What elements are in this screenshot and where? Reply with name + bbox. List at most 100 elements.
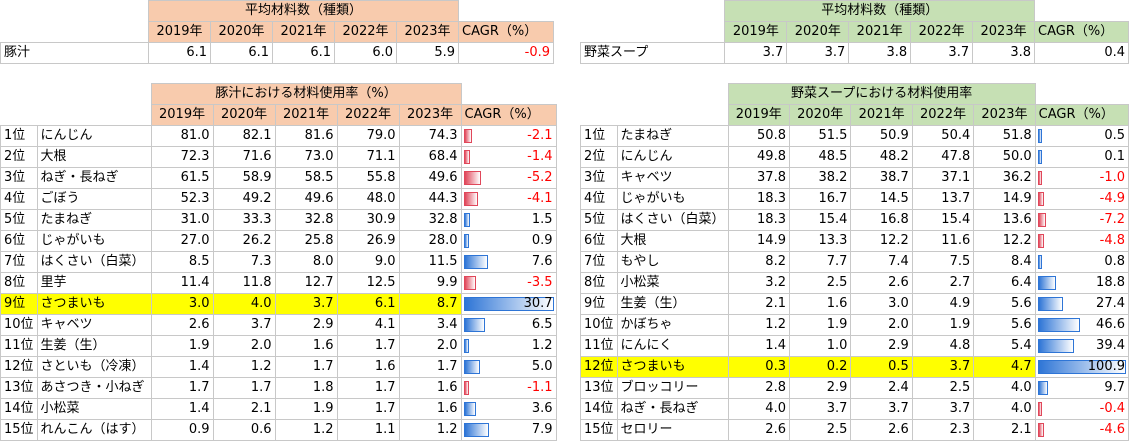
value-cell: 3.7 — [911, 356, 975, 378]
cagr-value: -1.1 — [527, 380, 553, 395]
rank-cell: 7位 — [580, 251, 618, 273]
value-cell: 51.8 — [973, 125, 1036, 147]
ingredient-name: 大根 — [36, 146, 152, 168]
value-cell: 6.1 — [210, 42, 273, 64]
cagr-cell: -3.5 — [460, 272, 557, 294]
ingredient-name: はくさい（白菜） — [36, 251, 152, 273]
cagr-bar — [1037, 129, 1042, 143]
year-header: 2021年 — [848, 21, 912, 43]
value-cell: 2.8 — [727, 377, 790, 399]
value-cell: 0.6 — [212, 419, 276, 441]
value-cell: 73.0 — [274, 146, 338, 168]
cagr-cell: -4.8 — [1034, 230, 1129, 252]
table-row: 5位 はくさい（白菜） 18.3 15.4 16.8 15.4 13.6 -7.2 — [580, 209, 1129, 231]
value-cell: 3.8 — [848, 42, 912, 64]
value-cell: 30.9 — [336, 209, 400, 231]
cagr-value: 100.9 — [1087, 359, 1125, 374]
table-row: 7位 はくさい（白菜） 8.5 7.3 8.0 9.0 11.5 7.6 — [0, 251, 557, 273]
cagr-bar — [463, 402, 476, 416]
rank-cell: 5位 — [0, 209, 38, 231]
ingredient-name: キャベツ — [616, 167, 729, 189]
ingredient-name: セロリー — [616, 419, 729, 441]
table-row: 2位 大根 72.3 71.6 73.0 71.1 68.4 -1.4 — [0, 146, 557, 168]
cagr-value: 3.6 — [531, 401, 553, 416]
cagr-bar — [1037, 150, 1042, 164]
rank-cell: 1位 — [580, 125, 618, 147]
cagr-bar — [463, 129, 472, 143]
ingredient-name: 里芋 — [36, 272, 152, 294]
value-cell: 1.2 — [398, 419, 462, 441]
table-row: 2位 にんじん 49.8 48.5 48.2 47.8 50.0 0.1 — [580, 146, 1129, 168]
cagr-cell: 7.9 — [460, 419, 557, 441]
cagr-cell: 27.4 — [1034, 293, 1129, 315]
cagr-bar — [1037, 423, 1044, 437]
value-cell: 4.0 — [727, 398, 790, 420]
table-row: 1位 たまねぎ 50.8 51.5 50.9 50.4 51.8 0.5 — [580, 125, 1129, 147]
value-cell: 26.2 — [212, 230, 276, 252]
rank-cell: 8位 — [580, 272, 618, 294]
value-cell: 1.2 — [274, 419, 338, 441]
value-cell: 2.5 — [911, 377, 975, 399]
cagr-cell: 1.5 — [460, 209, 557, 231]
value-cell: 12.2 — [850, 230, 913, 252]
cagr-bar — [1037, 318, 1080, 332]
pork-avg-table: 平均材料数（種類） 2019年 2020年 2021年 2022年 2023年 … — [0, 0, 554, 64]
cagr-value: 7.6 — [531, 254, 553, 269]
ingredient-name: かぼちゃ — [616, 314, 729, 336]
cagr-cell: 39.4 — [1034, 335, 1129, 357]
ingredient-name: ごぼう — [36, 188, 152, 210]
year-header: 2022年 — [911, 104, 975, 126]
cagr-cell: -7.2 — [1034, 209, 1129, 231]
value-cell: 1.9 — [911, 314, 975, 336]
value-cell: 2.7 — [911, 272, 975, 294]
cagr-value: -2.1 — [527, 128, 553, 143]
value-cell: 13.7 — [911, 188, 975, 210]
year-header: 2020年 — [210, 21, 273, 43]
value-cell: 1.9 — [274, 398, 338, 420]
cagr-cell: 0.1 — [1034, 146, 1129, 168]
value-cell: 49.8 — [727, 146, 790, 168]
value-cell: 1.7 — [336, 377, 400, 399]
table-row: 12位 さといも（冷凍） 1.4 1.2 1.7 1.6 1.7 5.0 — [0, 356, 557, 378]
value-cell: 0.9 — [150, 419, 214, 441]
cagr-value: -0.4 — [1099, 401, 1125, 416]
value-cell: 32.8 — [274, 209, 338, 231]
ingredient-name: にんじん — [616, 146, 729, 168]
value-cell: 1.2 — [727, 314, 790, 336]
value-cell: 6.4 — [973, 272, 1036, 294]
value-cell: 1.6 — [398, 398, 462, 420]
cagr-value: 27.4 — [1096, 296, 1125, 311]
table-row: 10位 かぼちゃ 1.2 1.9 2.0 1.9 5.6 46.6 — [580, 314, 1129, 336]
value-cell: 4.7 — [973, 356, 1036, 378]
value-cell: 1.4 — [150, 356, 214, 378]
value-cell: 48.5 — [788, 146, 852, 168]
table-row: 15位 セロリー 2.6 2.5 2.6 2.3 2.1 -4.6 — [580, 419, 1129, 441]
pork-usage-title: 豚汁における材料使用率（%） — [150, 83, 462, 105]
value-cell: 44.3 — [398, 188, 462, 210]
value-cell: 6.0 — [334, 42, 397, 64]
value-cell: 2.6 — [150, 314, 214, 336]
rank-cell: 3位 — [580, 167, 618, 189]
cagr-value: 30.7 — [523, 296, 553, 311]
ingredient-name: 小松菜 — [36, 398, 152, 420]
table-row: 14位 ねぎ・長ねぎ 4.0 3.7 3.7 3.7 4.0 -0.4 — [580, 398, 1129, 420]
ingredient-name: キャベツ — [36, 314, 152, 336]
table-row: 6位 じゃがいも 27.0 26.2 25.8 26.9 28.0 0.9 — [0, 230, 557, 252]
value-cell: 1.8 — [274, 377, 338, 399]
cagr-bar — [463, 276, 476, 290]
table-row: 13位 ブロッコリー 2.8 2.9 2.4 2.5 4.0 9.7 — [580, 377, 1129, 399]
value-cell: 2.9 — [850, 335, 913, 357]
cagr-bar — [463, 171, 481, 185]
cagr-value: -4.6 — [1099, 422, 1125, 437]
rank-cell: 13位 — [0, 377, 38, 399]
cagr-cell: -4.9 — [1034, 188, 1129, 210]
cagr-value: 18.8 — [1096, 275, 1125, 290]
value-cell: 2.3 — [911, 419, 975, 441]
cagr-cell: 100.9 — [1034, 356, 1129, 378]
value-cell: 0.3 — [727, 356, 790, 378]
value-cell: 38.2 — [788, 167, 852, 189]
year-header: 2021年 — [850, 104, 913, 126]
ingredient-name: もやし — [616, 251, 729, 273]
value-cell: 52.3 — [150, 188, 214, 210]
rank-cell: 4位 — [0, 188, 38, 210]
